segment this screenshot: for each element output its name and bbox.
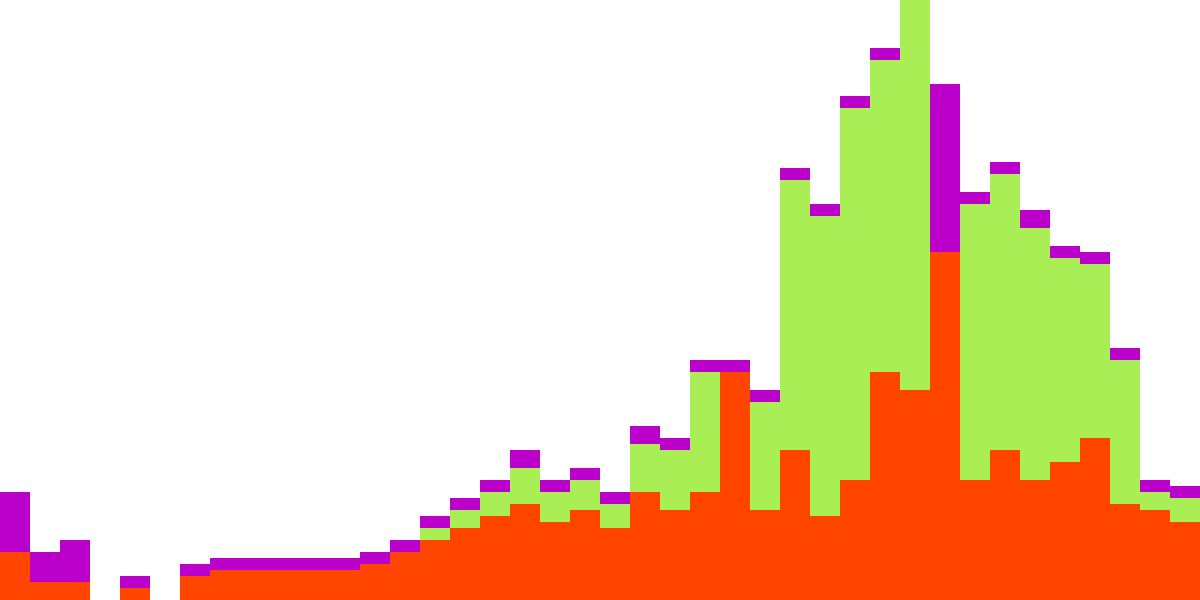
Bar	[30, 582, 60, 600]
Bar	[1140, 510, 1170, 600]
Bar	[60, 582, 90, 600]
Bar	[960, 192, 990, 204]
Bar	[420, 540, 450, 600]
Bar	[480, 480, 510, 492]
Bar	[990, 174, 1020, 450]
Bar	[0, 552, 30, 600]
Bar	[510, 504, 540, 600]
Bar	[600, 492, 630, 504]
Bar	[990, 162, 1020, 174]
Bar	[120, 576, 150, 588]
Bar	[1080, 438, 1110, 600]
Bar	[1080, 252, 1110, 264]
Bar	[660, 450, 690, 510]
Bar	[870, 372, 900, 600]
Bar	[1050, 258, 1080, 462]
Bar	[570, 468, 600, 480]
Bar	[360, 564, 390, 600]
Bar	[750, 390, 780, 402]
Bar	[1050, 246, 1080, 258]
Bar	[60, 540, 90, 582]
Bar	[750, 402, 780, 510]
Bar	[690, 360, 720, 372]
Bar	[1140, 492, 1170, 510]
Bar	[570, 480, 600, 510]
Bar	[510, 450, 540, 468]
Bar	[780, 168, 810, 180]
Bar	[270, 570, 300, 600]
Bar	[120, 588, 150, 600]
Bar	[180, 564, 210, 576]
Bar	[600, 528, 630, 600]
Bar	[510, 468, 540, 504]
Bar	[840, 480, 870, 600]
Bar	[960, 480, 990, 600]
Bar	[1170, 522, 1200, 600]
Bar	[570, 510, 600, 600]
Bar	[930, 84, 960, 252]
Bar	[540, 492, 570, 522]
Bar	[690, 492, 720, 600]
Bar	[870, 48, 900, 60]
Bar	[1080, 264, 1110, 438]
Bar	[780, 450, 810, 600]
Bar	[390, 552, 420, 600]
Bar	[1110, 360, 1140, 504]
Bar	[810, 516, 840, 600]
Bar	[750, 510, 780, 600]
Bar	[720, 360, 750, 372]
Bar	[450, 510, 480, 528]
Bar	[300, 558, 330, 570]
Bar	[780, 180, 810, 450]
Bar	[660, 438, 690, 450]
Bar	[30, 552, 60, 582]
Bar	[180, 576, 210, 600]
Bar	[480, 516, 510, 600]
Bar	[330, 558, 360, 570]
Bar	[600, 504, 630, 528]
Bar	[1110, 504, 1140, 600]
Bar	[360, 552, 390, 564]
Bar	[990, 450, 1020, 600]
Bar	[1110, 348, 1140, 360]
Bar	[840, 108, 870, 480]
Bar	[720, 372, 750, 600]
Bar	[240, 570, 270, 600]
Bar	[690, 372, 720, 492]
Bar	[420, 516, 450, 528]
Bar	[540, 522, 570, 600]
Bar	[660, 510, 690, 600]
Bar	[930, 252, 960, 600]
Bar	[540, 480, 570, 492]
Bar	[1020, 480, 1050, 600]
Bar	[630, 492, 660, 600]
Bar	[900, 0, 930, 390]
Bar	[630, 444, 660, 492]
Bar	[390, 540, 420, 552]
Bar	[900, 390, 930, 600]
Bar	[240, 558, 270, 570]
Bar	[210, 558, 240, 570]
Bar	[630, 426, 660, 444]
Bar	[1020, 228, 1050, 480]
Bar	[420, 528, 450, 540]
Bar	[1020, 210, 1050, 228]
Bar	[840, 96, 870, 108]
Bar	[0, 492, 30, 552]
Bar	[300, 570, 330, 600]
Bar	[480, 492, 510, 516]
Bar	[270, 558, 300, 570]
Bar	[450, 528, 480, 600]
Bar	[210, 570, 240, 600]
Bar	[870, 60, 900, 372]
Bar	[1170, 498, 1200, 522]
Bar	[1050, 462, 1080, 600]
Bar	[810, 216, 840, 516]
Bar	[1170, 486, 1200, 498]
Bar	[960, 204, 990, 480]
Bar	[810, 204, 840, 216]
Bar	[450, 498, 480, 510]
Bar	[330, 570, 360, 600]
Bar	[1140, 480, 1170, 492]
